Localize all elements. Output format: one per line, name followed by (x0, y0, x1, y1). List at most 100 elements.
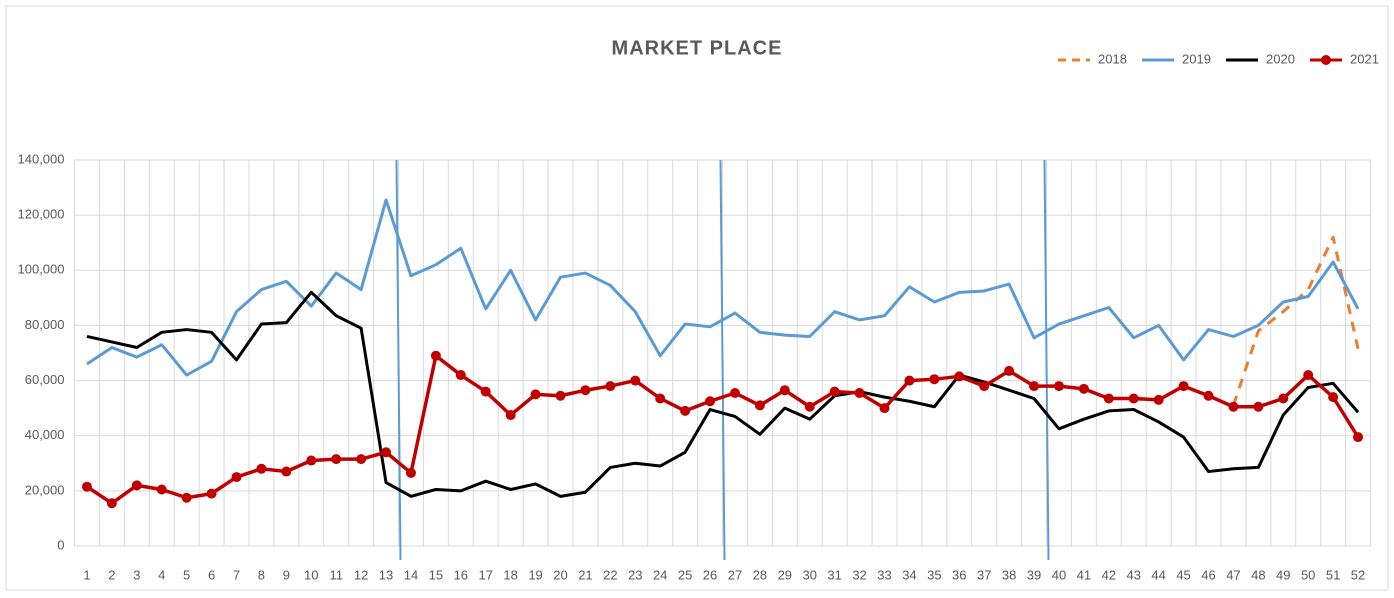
point-marker (1153, 394, 1164, 405)
x-tick-label: 19 (528, 567, 542, 582)
y-tick-label: 80,000 (25, 317, 65, 332)
x-tick-label: 6 (208, 567, 215, 582)
x-tick-label: 14 (404, 567, 418, 582)
point-marker (904, 375, 915, 386)
x-tick-label: 3 (133, 567, 140, 582)
point-marker (680, 405, 691, 416)
legend-label: 2019 (1182, 51, 1211, 66)
x-tick-label: 30 (802, 567, 816, 582)
x-tick-label: 32 (852, 567, 866, 582)
point-marker (705, 396, 716, 407)
point-marker (206, 488, 217, 499)
x-tick-label: 8 (258, 567, 265, 582)
x-tick-label: 16 (454, 567, 468, 582)
x-tick-label: 1 (83, 567, 90, 582)
point-marker (630, 375, 641, 386)
point-marker (306, 455, 317, 466)
x-tick-label: 21 (578, 567, 592, 582)
x-tick-label: 4 (158, 567, 165, 582)
point-marker (530, 389, 541, 400)
point-marker (979, 381, 990, 392)
point-marker (879, 403, 890, 414)
x-tick-label: 9 (283, 567, 290, 582)
point-marker (804, 401, 815, 412)
point-marker (1053, 381, 1064, 392)
point-marker (281, 466, 292, 477)
quarter-divider (1043, 159, 1050, 561)
y-tick-label: 140,000 (18, 151, 65, 166)
x-tick-label: 38 (1002, 567, 1016, 582)
x-tick-label: 48 (1251, 567, 1265, 582)
x-tick-label: 13 (379, 567, 393, 582)
legend-label: 2018 (1098, 51, 1127, 66)
x-tick-label: 41 (1077, 567, 1091, 582)
x-tick-label: 28 (753, 567, 767, 582)
x-tick-label: 50 (1301, 567, 1315, 582)
x-tick-label: 2 (108, 567, 115, 582)
point-marker (131, 480, 142, 491)
point-marker (829, 386, 840, 397)
x-tick-label: 26 (703, 567, 717, 582)
point-marker (754, 400, 765, 411)
point-marker (156, 484, 167, 495)
point-marker (505, 410, 516, 421)
x-tick-label: 23 (628, 567, 642, 582)
series-line (86, 290, 1360, 498)
point-marker (181, 492, 192, 503)
point-marker (1203, 390, 1214, 401)
point-marker (779, 385, 790, 396)
x-tick-label: 37 (977, 567, 991, 582)
x-tick-label: 39 (1027, 567, 1041, 582)
point-marker (356, 454, 367, 465)
y-tick-label: 40,000 (25, 427, 65, 442)
x-tick-label: 44 (1151, 567, 1165, 582)
x-tick-label: 17 (478, 567, 492, 582)
x-tick-label: 5 (183, 567, 190, 582)
x-tick-label: 27 (728, 567, 742, 582)
point-marker (405, 467, 416, 478)
point-marker (231, 472, 242, 483)
x-tick-label: 24 (653, 567, 667, 582)
point-marker (331, 454, 342, 465)
chart-title: MARKET PLACE (612, 37, 783, 59)
point-marker (106, 498, 117, 509)
point-marker (1228, 401, 1239, 412)
x-tick-label: 25 (678, 567, 692, 582)
y-tick-label: 100,000 (18, 262, 65, 277)
x-tick-label: 52 (1351, 567, 1365, 582)
x-tick-label: 43 (1126, 567, 1140, 582)
point-marker (1128, 393, 1139, 404)
point-marker (1328, 392, 1339, 403)
point-marker (1029, 381, 1040, 392)
x-tick-label: 45 (1176, 567, 1190, 582)
point-marker (1303, 370, 1314, 381)
x-tick-label: 15 (429, 567, 443, 582)
x-tick-label: 42 (1102, 567, 1116, 582)
point-marker (1078, 383, 1089, 394)
point-marker (954, 371, 965, 382)
x-tick-label: 11 (329, 567, 343, 582)
point-marker (430, 350, 441, 361)
x-tick-label: 22 (603, 567, 617, 582)
quarter-divider (719, 159, 726, 561)
x-tick-label: 10 (304, 567, 318, 582)
point-marker (1353, 432, 1364, 443)
point-marker (1253, 401, 1264, 412)
x-tick-label: 20 (553, 567, 567, 582)
quarter-divider (395, 159, 402, 561)
legend-label: 2021 (1350, 51, 1379, 66)
x-tick-label: 49 (1276, 567, 1290, 582)
x-tick-label: 46 (1201, 567, 1215, 582)
series-line (86, 198, 1360, 377)
x-tick-label: 40 (1052, 567, 1066, 582)
point-marker (381, 447, 392, 458)
x-tick-label: 7 (233, 567, 240, 582)
y-tick-label: 60,000 (25, 372, 65, 387)
chart-frame (5, 5, 1389, 591)
point-marker (480, 386, 491, 397)
x-tick-label: 31 (827, 567, 841, 582)
x-tick-label: 47 (1226, 567, 1240, 582)
x-tick-label: 36 (952, 567, 966, 582)
x-tick-label: 51 (1326, 567, 1340, 582)
x-tick-label: 18 (503, 567, 517, 582)
